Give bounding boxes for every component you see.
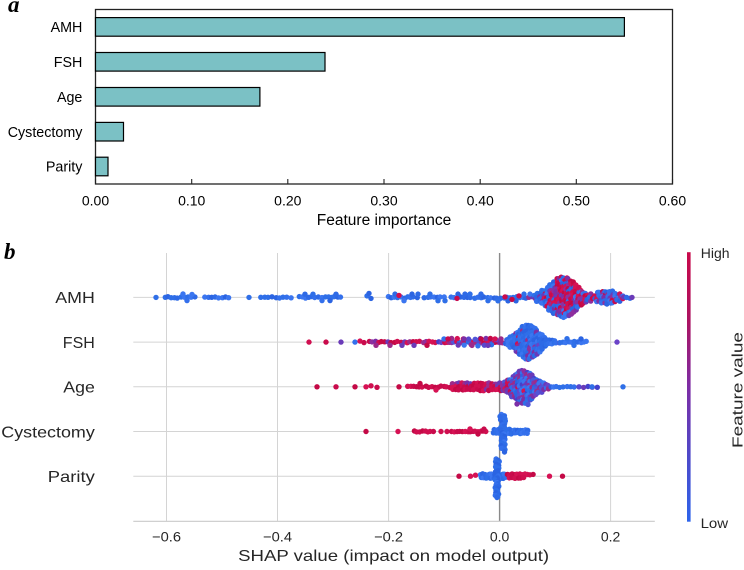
svg-text:0.00: 0.00 <box>82 193 109 209</box>
svg-text:−0.6: −0.6 <box>152 528 181 544</box>
svg-text:0.40: 0.40 <box>467 193 494 209</box>
svg-text:Age: Age <box>63 380 95 397</box>
svg-text:0.60: 0.60 <box>659 193 686 209</box>
svg-text:0.10: 0.10 <box>178 193 205 209</box>
svg-text:0.50: 0.50 <box>563 193 590 209</box>
svg-text:−0.4: −0.4 <box>263 528 292 544</box>
svg-text:AMH: AMH <box>55 290 95 307</box>
svg-text:0.2: 0.2 <box>601 528 621 544</box>
svg-text:AMH: AMH <box>51 20 83 36</box>
svg-text:Parity: Parity <box>46 160 83 176</box>
svg-text:FSH: FSH <box>63 335 95 352</box>
svg-text:−0.2: −0.2 <box>374 528 403 544</box>
svg-text:0.20: 0.20 <box>274 193 301 209</box>
svg-text:SHAP value (impact on model ou: SHAP value (impact on model output) <box>238 548 549 565</box>
svg-text:0.30: 0.30 <box>370 193 397 209</box>
svg-text:Parity: Parity <box>48 469 95 486</box>
svg-text:Age: Age <box>57 90 82 106</box>
svg-text:Low: Low <box>701 515 729 531</box>
svg-text:Feature value: Feature value <box>729 332 744 448</box>
svg-text:0.0: 0.0 <box>490 528 510 544</box>
svg-text:FSH: FSH <box>54 55 83 71</box>
svg-text:Cystectomy: Cystectomy <box>1 424 95 441</box>
svg-text:Cystectomy: Cystectomy <box>8 125 84 141</box>
svg-text:High: High <box>701 245 730 261</box>
svg-text:Feature importance: Feature importance <box>317 212 451 229</box>
